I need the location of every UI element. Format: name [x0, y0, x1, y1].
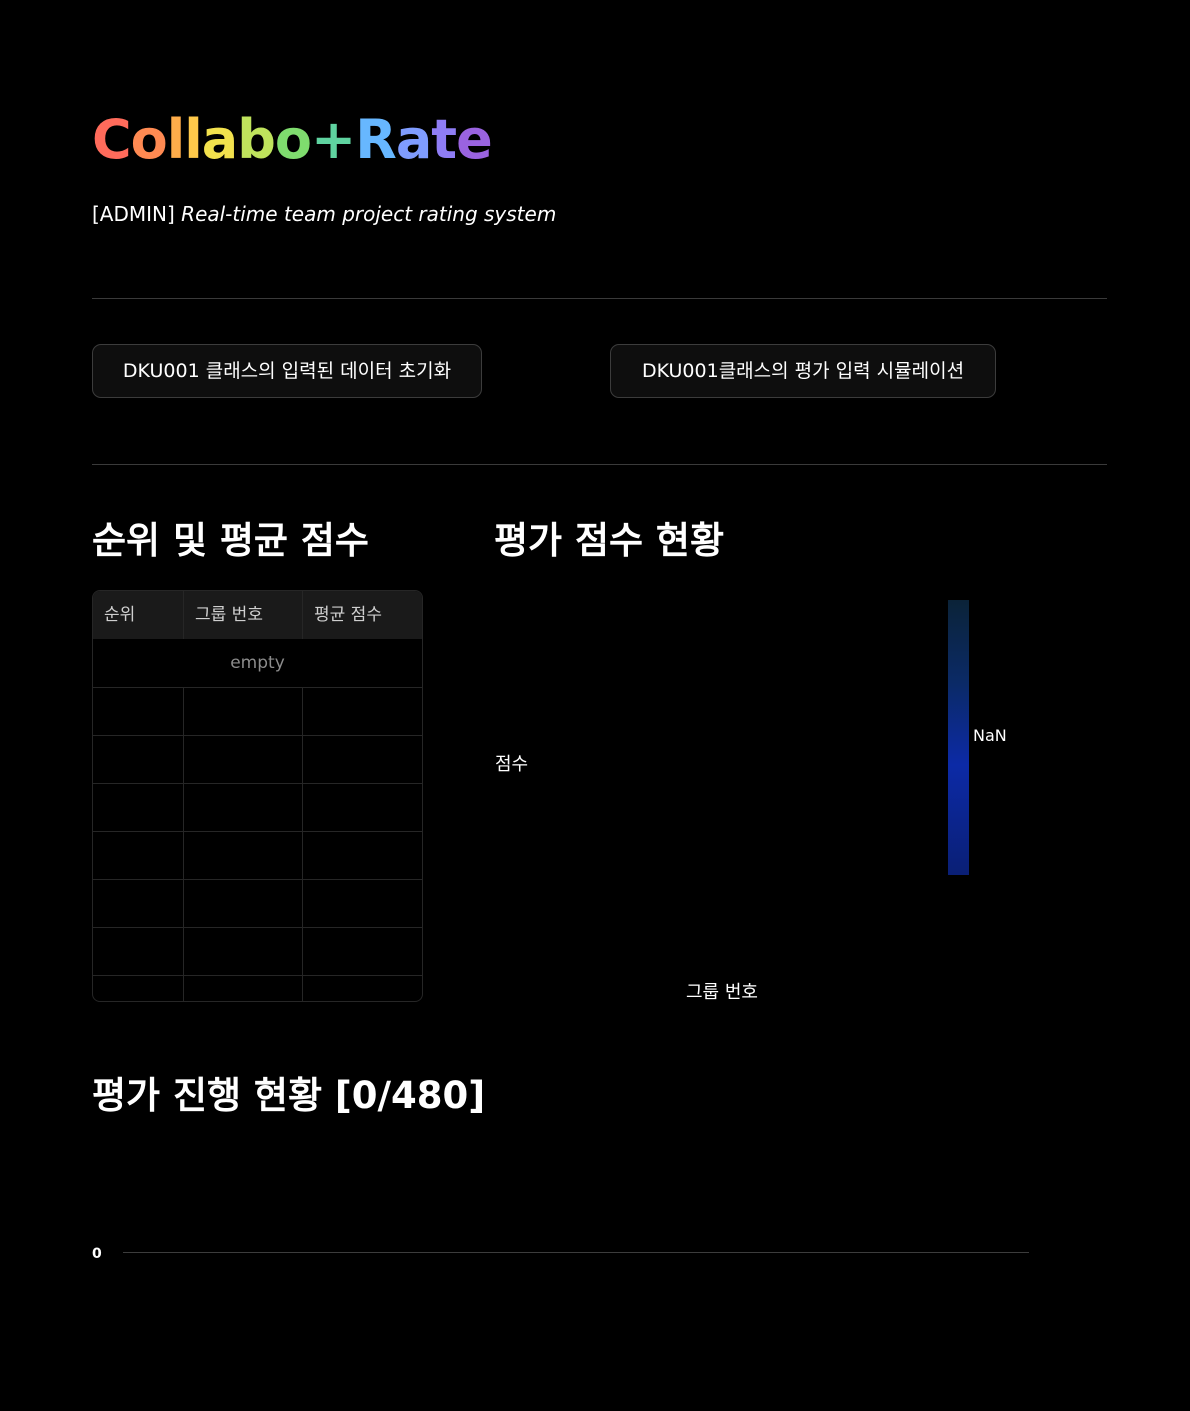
column-header-rank[interactable]: 순위 [104, 605, 136, 625]
app-subtitle: [ADMIN] Real-time team project rating sy… [92, 200, 556, 228]
subtitle-text: Real-time team project rating system [181, 202, 557, 226]
x-axis-label: 그룹 번호 [686, 982, 758, 1003]
table-header: 순위 그룹 번호 평균 점수 [93, 591, 422, 640]
ranking-table[interactable]: 순위 그룹 번호 평균 점수 empty [92, 590, 423, 1002]
progress-axis-label: 0 [92, 1246, 102, 1262]
title-letter: b [237, 108, 276, 171]
title-letter: a [201, 108, 238, 171]
title-letter: a [395, 108, 432, 171]
ranking-heading: 순위 및 평균 점수 [92, 519, 369, 562]
title-letter: l [184, 108, 202, 171]
title-letter: t [431, 108, 457, 171]
column-header-average[interactable]: 평균 점수 [314, 605, 382, 625]
title-letter: R [355, 108, 397, 171]
title-letter: o [274, 108, 312, 171]
admin-tag: [ADMIN] [92, 202, 175, 226]
app-title: Collabo+Rate [92, 105, 493, 175]
y-axis-label: 점수 [495, 754, 529, 775]
title-letter: e [456, 108, 493, 171]
progress-bar [123, 1252, 1029, 1253]
progress-heading: 평가 진행 현황 [0/480] [92, 1074, 486, 1117]
title-letter: l [166, 108, 185, 171]
title-letter: C [92, 108, 132, 171]
simulate-rating-button[interactable]: DKU001클래스의 평가 입력 시뮬레이션 [610, 344, 996, 398]
title-letter: + [311, 108, 356, 171]
empty-table-message: empty [93, 639, 422, 687]
score-chart-heading: 평가 점수 현황 [494, 519, 725, 562]
column-header-group[interactable]: 그룹 번호 [195, 605, 263, 625]
divider [92, 298, 1107, 299]
title-letter: o [130, 108, 168, 171]
reset-data-button[interactable]: DKU001 클래스의 입력된 데이터 초기화 [92, 344, 482, 398]
divider [92, 464, 1107, 465]
colorbar [948, 600, 969, 875]
colorbar-label: NaN [973, 726, 1007, 745]
